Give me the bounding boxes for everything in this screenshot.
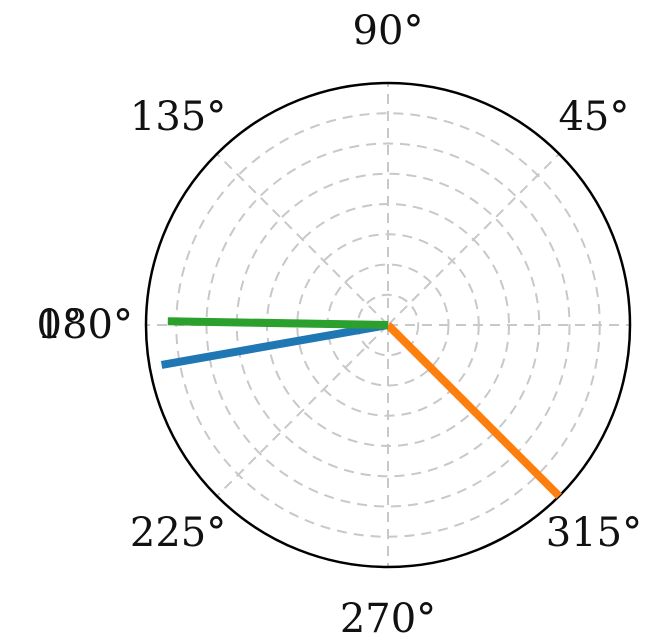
angular-gridline: [387, 153, 560, 326]
series-line-1: [160, 321, 389, 369]
angle-tick-label: 135°: [130, 94, 226, 140]
angle-tick-label: 45°: [558, 94, 629, 140]
angle-tick-label: 225°: [130, 510, 226, 556]
angle-tick-label: 180°: [37, 302, 133, 348]
angle-tick-label: 90°: [353, 8, 424, 54]
series-layer: [160, 317, 562, 499]
angle-tick-label: 0°: [37, 302, 82, 348]
angle-tick-label: 270°: [340, 596, 436, 635]
angular-gridline: [216, 153, 389, 326]
series-line-2: [385, 322, 562, 499]
radial-gridline: [235, 172, 541, 478]
angle-tick-labels: 0° 45° 90° 135° 180° 225° 270° 315°: [37, 8, 643, 635]
series-line-3: [167, 317, 389, 329]
angular-gridline: [216, 324, 389, 497]
polar-frame: [144, 81, 632, 569]
angle-tick-label: 315°: [546, 510, 642, 556]
